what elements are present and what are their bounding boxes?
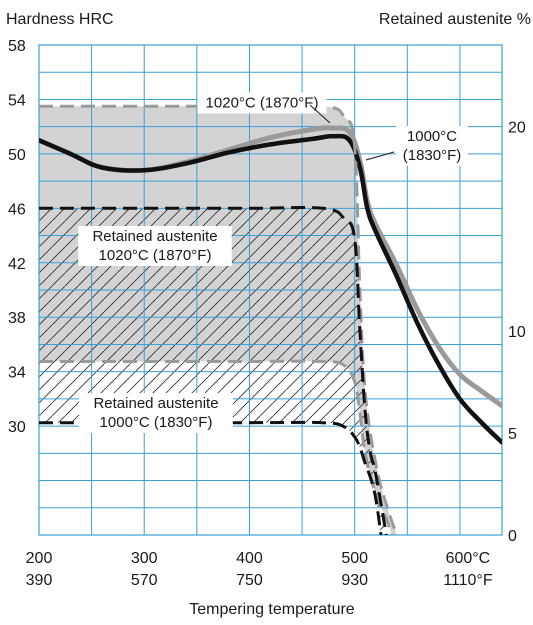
plot-frame — [38, 44, 503, 536]
annotation-1000-hardness: 1000°C — [407, 128, 457, 145]
annotation-retained-1020-bg — [78, 226, 232, 266]
annotation-retained-1000-bg — [79, 393, 233, 433]
annotation-retained-1000: 1000°C (1830°F) — [100, 414, 213, 431]
y-tick-left-label: 46 — [8, 201, 26, 218]
dash-austenite-1000-upper — [39, 206, 388, 535]
y-axis-right-title: Retained austenite % — [379, 11, 531, 28]
x-tick-label-celsius: 600°C — [446, 550, 491, 567]
annotation-1020-hardness-bg — [197, 92, 327, 114]
x-tick-label-celsius: 400 — [236, 550, 263, 567]
y-axis-left-title: Hardness HRC — [6, 11, 114, 28]
y-tick-left-label: 34 — [8, 365, 26, 382]
y-tick-right-label: 0 — [508, 528, 517, 545]
y-tick-left-label: 50 — [8, 147, 26, 164]
y-tick-right-label: 10 — [508, 324, 526, 341]
annotation-1020-hardness: 1020°C (1870°F) — [206, 95, 319, 112]
annotation-retained-1020: Retained austenite — [92, 228, 217, 245]
y-tick-left-label: 54 — [8, 92, 26, 109]
x-tick-label-fahrenheit: 1110°F — [443, 572, 493, 589]
y-tick-left-label: 58 — [8, 38, 26, 55]
x-tick-label-fahrenheit: 750 — [236, 572, 263, 589]
x-tick-label-celsius: 500 — [341, 550, 368, 567]
dash-austenite-1020-lower — [39, 359, 393, 535]
x-tick-label-fahrenheit: 390 — [26, 572, 53, 589]
x-tick-label-celsius: 300 — [131, 550, 158, 567]
y-tick-right-label: 20 — [508, 120, 526, 137]
x-axis-title: Tempering temperature — [189, 601, 355, 618]
y-tick-left-label: 38 — [8, 310, 26, 327]
x-tick-label-fahrenheit: 930 — [341, 572, 368, 589]
annotation-leader-1000 — [365, 151, 395, 161]
annotation-leader-1020 — [309, 104, 331, 124]
annotation-1000-hardness: (1830°F) — [403, 147, 462, 164]
x-tick-label-fahrenheit: 570 — [131, 572, 158, 589]
x-tick-label-celsius: 200 — [26, 550, 53, 567]
y-tick-left-label: 30 — [8, 419, 26, 436]
annotation-retained-1000: Retained austenite — [93, 395, 218, 412]
y-tick-left-label: 42 — [8, 256, 26, 273]
annotation-1000-hardness-bg — [396, 126, 468, 166]
line-hardness-1000 — [39, 133, 502, 445]
dash-austenite-1000-lower — [39, 420, 383, 535]
annotation-retained-1020: 1020°C (1870°F) — [99, 247, 212, 264]
y-tick-right-label: 5 — [508, 426, 517, 443]
dash-austenite-1020-upper — [39, 103, 399, 535]
